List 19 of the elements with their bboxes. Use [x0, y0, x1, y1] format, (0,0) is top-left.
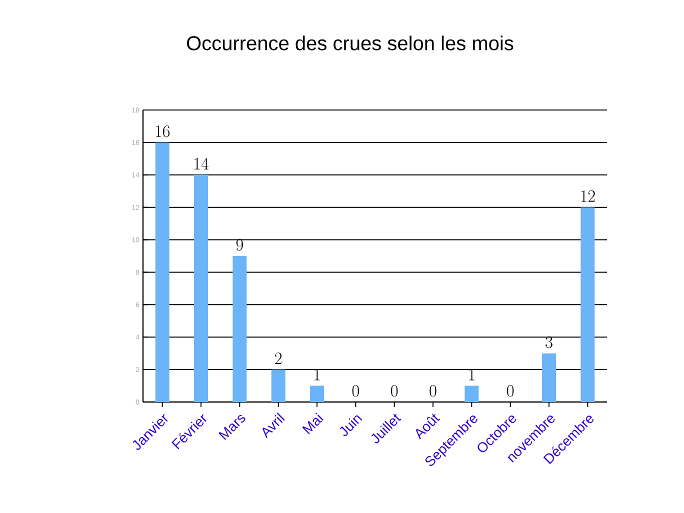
chart-title: Occurrence des crues selon les mois — [186, 36, 514, 50]
bar — [232, 256, 247, 402]
data-label: 0 — [352, 385, 359, 397]
bar — [580, 207, 595, 402]
data-label: 2 — [275, 352, 282, 364]
data-label: 16 — [156, 125, 170, 138]
bar — [464, 386, 479, 402]
x-tick-label: Mai — [302, 412, 324, 434]
bar — [542, 353, 556, 402]
data-label: 14 — [194, 158, 209, 170]
data-label: 0 — [507, 385, 514, 397]
data-label: 12 — [581, 190, 595, 202]
bar — [310, 386, 324, 402]
bar — [194, 174, 208, 402]
x-tick-label: Juin — [340, 415, 362, 436]
bar — [271, 370, 286, 402]
data-label: 0 — [391, 385, 398, 397]
bar — [155, 142, 170, 402]
data-label: 0 — [430, 385, 436, 397]
